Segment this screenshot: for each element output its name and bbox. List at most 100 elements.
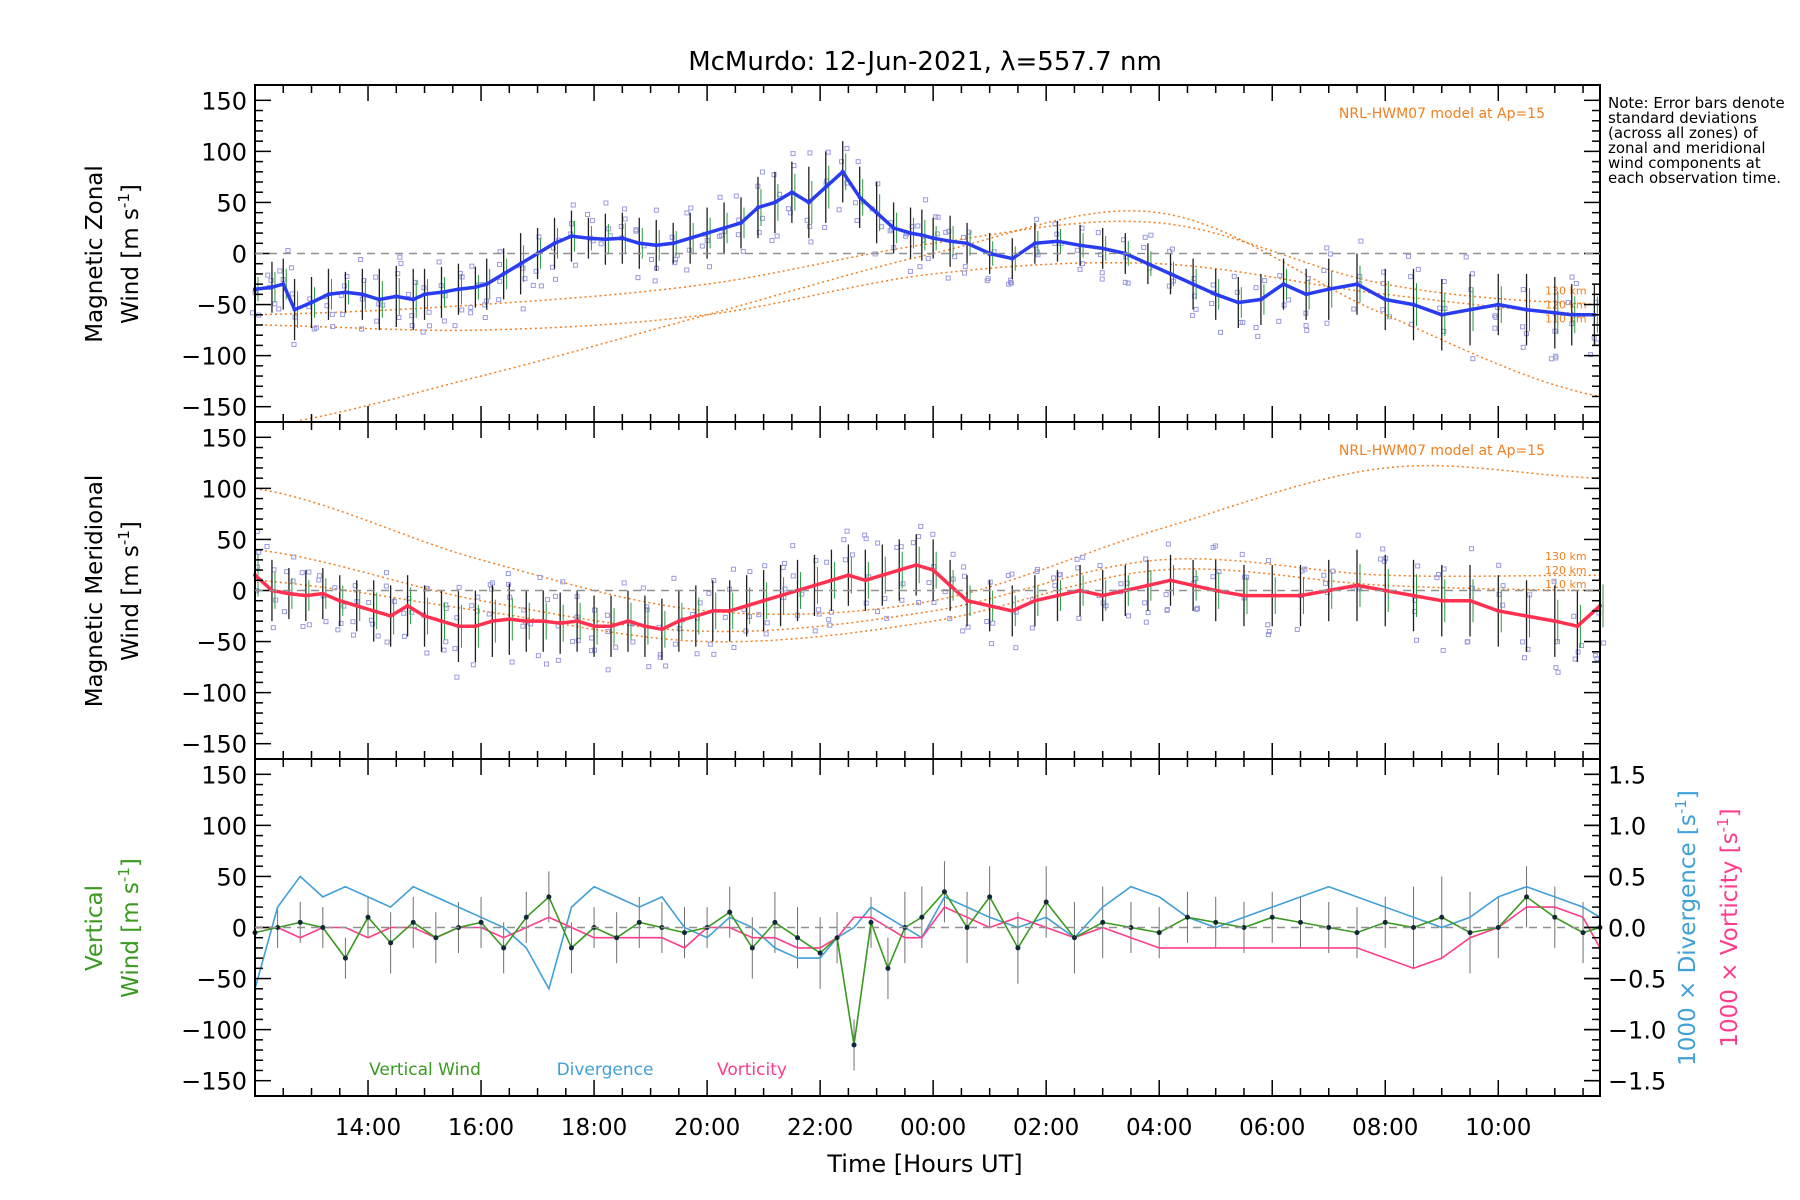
model-curve-130km bbox=[300, 210, 1601, 422]
vertical-axis-ticks: −150 −100 −50 0 50 100 150 1.5 1.0 0.5 0.0 −0.5 −1.0… bbox=[181, 759, 1666, 1096]
wind-point bbox=[377, 297, 382, 302]
zone-sample bbox=[555, 657, 561, 663]
zone-sample bbox=[747, 569, 753, 575]
wind-point bbox=[281, 282, 286, 287]
vertical-wind-point bbox=[987, 894, 993, 900]
wind-point bbox=[693, 614, 698, 619]
zone-sample bbox=[1358, 238, 1364, 244]
zone-sample bbox=[384, 639, 390, 645]
y2-tick-label: 0.0 bbox=[1608, 915, 1646, 943]
zone-sample bbox=[1303, 323, 1309, 329]
zone-sample bbox=[842, 557, 848, 563]
vertical-panel: −150 −100 −50 0 50 100 150 1.5 1.0 0.5 0.0 −0.5 −1.0… bbox=[82, 758, 1743, 1097]
zone-sample bbox=[1469, 271, 1475, 277]
zone-sample bbox=[686, 247, 692, 253]
zone-sample bbox=[1441, 566, 1447, 572]
vertical-wind-point bbox=[478, 919, 484, 925]
wind-point bbox=[625, 619, 630, 624]
wind-point bbox=[1383, 588, 1388, 593]
zone-sample bbox=[590, 218, 596, 224]
zone-sample bbox=[1276, 318, 1282, 324]
zone-sample bbox=[358, 326, 364, 332]
wind-point bbox=[1439, 598, 1444, 603]
vertical-wind-point bbox=[1354, 930, 1360, 936]
vertical-wind-point bbox=[749, 945, 755, 951]
wind-point bbox=[1552, 310, 1557, 315]
zone-sample bbox=[1377, 556, 1383, 562]
zone-sample bbox=[1321, 267, 1327, 273]
zone-sample bbox=[791, 163, 797, 169]
zone-sample bbox=[341, 283, 347, 289]
zone-sample bbox=[1163, 592, 1169, 598]
zone-sample bbox=[1212, 543, 1218, 549]
zone-sample bbox=[827, 622, 833, 628]
wind-point bbox=[1213, 292, 1218, 297]
wind-point bbox=[863, 578, 868, 583]
zone-sample bbox=[1166, 283, 1172, 289]
zone-sample bbox=[1592, 652, 1598, 658]
zone-sample bbox=[990, 620, 996, 626]
wind-point bbox=[1258, 297, 1263, 302]
zone-sample bbox=[918, 523, 924, 529]
zone-sample bbox=[289, 291, 295, 297]
zone-sample bbox=[618, 224, 624, 230]
zone-sample bbox=[731, 644, 737, 650]
zone-sample bbox=[894, 544, 900, 550]
zone-sample bbox=[1009, 571, 1015, 577]
zone-sample bbox=[290, 578, 296, 584]
zone-sample bbox=[1145, 610, 1151, 616]
y-tick-label: −150 bbox=[181, 394, 247, 422]
wind-point bbox=[269, 285, 274, 290]
zone-sample bbox=[1277, 273, 1283, 279]
zone-sample bbox=[730, 566, 736, 572]
y-tick-label: 50 bbox=[216, 526, 247, 554]
zone-sample bbox=[1441, 279, 1447, 285]
zone-sample bbox=[1054, 231, 1060, 237]
y-tick-label: −100 bbox=[181, 680, 247, 708]
zone-sample bbox=[1029, 625, 1035, 631]
zone-sample bbox=[1239, 551, 1245, 557]
zone-sample bbox=[1052, 583, 1058, 589]
zone-sample bbox=[452, 323, 458, 329]
zone-sample bbox=[653, 207, 659, 213]
zone-sample bbox=[822, 224, 828, 230]
zone-sample bbox=[930, 531, 936, 537]
zone-sample bbox=[684, 267, 690, 273]
wind-point bbox=[795, 588, 800, 593]
vertical-wind-point bbox=[795, 935, 801, 941]
zone-sample bbox=[1076, 615, 1082, 621]
wind-point bbox=[919, 233, 924, 238]
zone-sample bbox=[468, 310, 474, 316]
zone-sample bbox=[756, 612, 762, 618]
wind-point bbox=[874, 210, 879, 215]
zone-sample bbox=[1380, 307, 1386, 313]
zone-sample bbox=[605, 629, 611, 635]
wind-point bbox=[1100, 246, 1105, 251]
wind-point bbox=[484, 282, 489, 287]
zone-sample bbox=[1143, 556, 1149, 562]
wind-point bbox=[688, 236, 693, 241]
zone-sample bbox=[925, 256, 931, 262]
zone-sample bbox=[759, 169, 765, 175]
zone-sample bbox=[459, 307, 465, 313]
zone-sample bbox=[988, 641, 994, 647]
zone-sample bbox=[1324, 245, 1330, 251]
zone-sample bbox=[570, 202, 576, 208]
zone-sample bbox=[469, 263, 475, 269]
wind-point bbox=[360, 292, 365, 297]
x-tick-label: 10:00 bbox=[1465, 1115, 1531, 1141]
y-tick-label: 100 bbox=[201, 812, 247, 840]
zone-sample bbox=[669, 234, 675, 240]
wind-point bbox=[456, 287, 461, 292]
wind-point bbox=[422, 292, 427, 297]
zone-sample bbox=[1193, 306, 1199, 312]
zone-sample bbox=[945, 275, 951, 281]
wind-point bbox=[772, 200, 777, 205]
vertical-wind-point bbox=[1467, 930, 1473, 936]
zone-sample bbox=[351, 632, 357, 638]
divergence-line bbox=[254, 875, 1601, 991]
y-tick-label: 0 bbox=[232, 915, 247, 943]
wind-point bbox=[1524, 307, 1529, 312]
wind-point bbox=[1078, 588, 1083, 593]
zone-sample bbox=[538, 283, 544, 289]
